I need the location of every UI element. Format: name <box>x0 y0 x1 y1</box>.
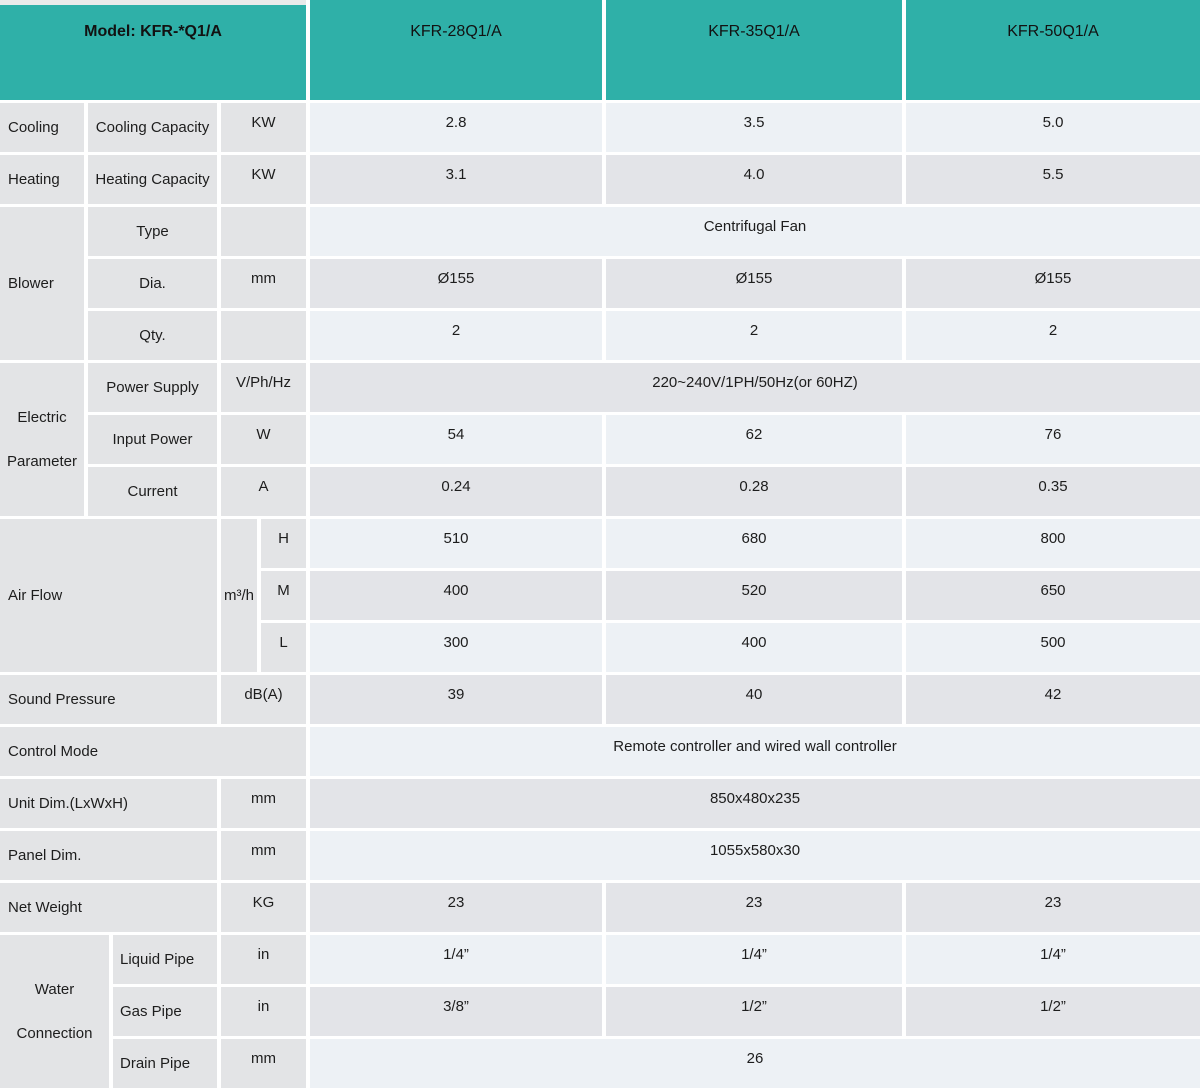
value-sound-kfr28: 39 <box>310 675 602 724</box>
value-sound-kfr35: 40 <box>606 675 902 724</box>
row-label-control-mode: Control Mode <box>0 727 306 776</box>
value-blower-qty-kfr50: 2 <box>906 311 1200 360</box>
value-liquid-pipe-kfr35: 1/4” <box>606 935 902 984</box>
unit-sound-pressure: dB(A) <box>221 675 306 724</box>
row-sublabel-airflow-m: M <box>261 571 306 620</box>
value-current-kfr35: 0.28 <box>606 467 902 516</box>
value-airflow-h-kfr50: 800 <box>906 519 1200 568</box>
value-current-kfr28: 0.24 <box>310 467 602 516</box>
unit-blower-dia: mm <box>221 259 306 308</box>
value-gas-pipe-kfr28: 3/8” <box>310 987 602 1036</box>
unit-current: A <box>221 467 306 516</box>
row-sublabel-gas-pipe: Gas Pipe <box>113 987 217 1036</box>
value-airflow-m-kfr50: 650 <box>906 571 1200 620</box>
unit-air-flow: m³/h <box>221 519 257 672</box>
value-blower-dia-kfr35: Ø155 <box>606 259 902 308</box>
value-liquid-pipe-kfr28: 1/4” <box>310 935 602 984</box>
unit-panel-dim: mm <box>221 831 306 880</box>
row-sublabel-blower-type: Type <box>88 207 217 256</box>
unit-cooling: KW <box>221 103 306 152</box>
value-input-power-kfr28: 54 <box>310 415 602 464</box>
unit-gas-pipe: in <box>221 987 306 1036</box>
unit-heating: KW <box>221 155 306 204</box>
value-panel-dim-span: 1055x580x30 <box>310 831 1200 880</box>
section-label-air-flow: Air Flow <box>0 519 217 672</box>
value-airflow-h-kfr28: 510 <box>310 519 602 568</box>
value-cooling-kfr35: 3.5 <box>606 103 902 152</box>
value-airflow-l-kfr35: 400 <box>606 623 902 672</box>
value-unit-dim-span: 850x480x235 <box>310 779 1200 828</box>
row-label-net-weight: Net Weight <box>0 883 217 932</box>
row-label-heating: Heating <box>0 155 84 204</box>
value-airflow-h-kfr35: 680 <box>606 519 902 568</box>
value-gas-pipe-kfr35: 1/2” <box>606 987 902 1036</box>
header-model-cell: Model: KFR-*Q1/A <box>0 0 306 100</box>
value-net-weight-kfr35: 23 <box>606 883 902 932</box>
row-sublabel-liquid-pipe: Liquid Pipe <box>113 935 217 984</box>
value-cooling-kfr50: 5.0 <box>906 103 1200 152</box>
value-net-weight-kfr50: 23 <box>906 883 1200 932</box>
value-heating-kfr28: 3.1 <box>310 155 602 204</box>
value-blower-qty-kfr35: 2 <box>606 311 902 360</box>
unit-power-supply: V/Ph/Hz <box>221 363 306 412</box>
value-drain-pipe-span: 26 <box>310 1039 1200 1088</box>
value-blower-dia-kfr28: Ø155 <box>310 259 602 308</box>
unit-unit-dim: mm <box>221 779 306 828</box>
unit-liquid-pipe: in <box>221 935 306 984</box>
value-input-power-kfr35: 62 <box>606 415 902 464</box>
value-power-supply-span: 220~240V/1PH/50Hz(or 60HZ) <box>310 363 1200 412</box>
section-label-blower: Blower <box>0 207 84 360</box>
value-liquid-pipe-kfr50: 1/4” <box>906 935 1200 984</box>
value-blower-dia-kfr50: Ø155 <box>906 259 1200 308</box>
unit-input-power: W <box>221 415 306 464</box>
header-column-kfr-28: KFR-28Q1/A <box>310 0 602 100</box>
row-sublabel-blower-qty: Qty. <box>88 311 217 360</box>
value-airflow-m-kfr28: 400 <box>310 571 602 620</box>
value-input-power-kfr50: 76 <box>906 415 1200 464</box>
unit-net-weight: KG <box>221 883 306 932</box>
value-control-mode-span: Remote controller and wired wall control… <box>310 727 1200 776</box>
value-airflow-l-kfr50: 500 <box>906 623 1200 672</box>
value-current-kfr50: 0.35 <box>906 467 1200 516</box>
row-sublabel-drain-pipe: Drain Pipe <box>113 1039 217 1088</box>
value-airflow-l-kfr28: 300 <box>310 623 602 672</box>
row-sublabel-airflow-l: L <box>261 623 306 672</box>
row-label-unit-dim: Unit Dim.(LxWxH) <box>0 779 217 828</box>
row-sublabel-power-supply: Power Supply <box>88 363 217 412</box>
value-blower-type-span: Centrifugal Fan <box>310 207 1200 256</box>
unit-drain-pipe: mm <box>221 1039 306 1088</box>
value-airflow-m-kfr35: 520 <box>606 571 902 620</box>
section-label-electric-parameter: Electric Parameter <box>0 363 84 516</box>
value-sound-kfr50: 42 <box>906 675 1200 724</box>
row-sublabel-cooling-capacity: Cooling Capacity <box>88 103 217 152</box>
row-label-panel-dim: Panel Dim. <box>0 831 217 880</box>
row-sublabel-heating-capacity: Heating Capacity <box>88 155 217 204</box>
section-label-water-connection: Water Connection <box>0 935 109 1088</box>
row-sublabel-input-power: Input Power <box>88 415 217 464</box>
row-label-sound-pressure: Sound Pressure <box>0 675 217 724</box>
value-heating-kfr35: 4.0 <box>606 155 902 204</box>
header-column-kfr-35: KFR-35Q1/A <box>606 0 902 100</box>
header-column-kfr-50: KFR-50Q1/A <box>906 0 1200 100</box>
row-sublabel-current: Current <box>88 467 217 516</box>
row-sublabel-airflow-h: H <box>261 519 306 568</box>
row-label-cooling: Cooling <box>0 103 84 152</box>
value-heating-kfr50: 5.5 <box>906 155 1200 204</box>
unit-blower-qty <box>221 311 306 360</box>
value-blower-qty-kfr28: 2 <box>310 311 602 360</box>
value-gas-pipe-kfr50: 1/2” <box>906 987 1200 1036</box>
row-sublabel-blower-dia: Dia. <box>88 259 217 308</box>
value-net-weight-kfr28: 23 <box>310 883 602 932</box>
unit-blower-type <box>221 207 306 256</box>
value-cooling-kfr28: 2.8 <box>310 103 602 152</box>
